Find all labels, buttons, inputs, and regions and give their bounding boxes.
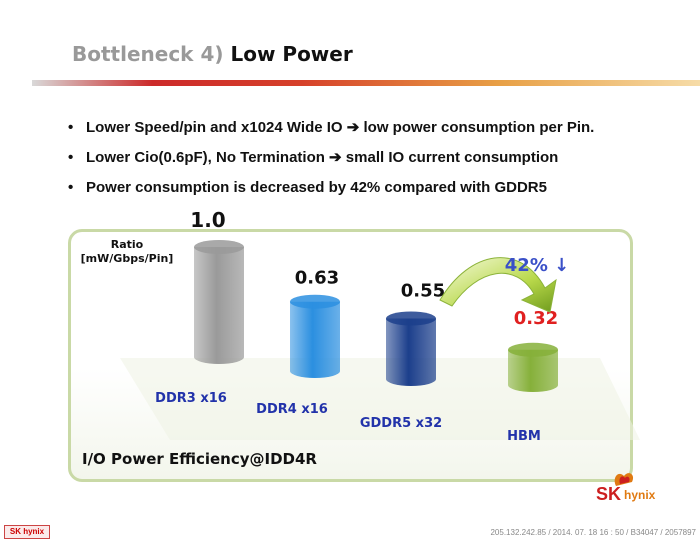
footer-stamp: 205.132.242.85 / 2014. 07. 18 16 : 50 / … [490,528,696,537]
value-label: 1.0 [190,208,225,232]
reduction-annotation: 42% ↓ [505,255,569,276]
bullet-item: • Lower Speed/pin and x1024 Wide IO ➔ low… [68,118,594,148]
slide-title: Bottleneck 4) Low Power [72,42,353,66]
bar [508,349,558,392]
category-label: DDR4 x16 [256,402,328,417]
category-label: GDDR5 x32 [360,416,442,431]
title-underline-bar [32,80,700,86]
value-label: 0.55 [401,281,445,302]
sk-hynix-logo: SK hynix [596,468,686,510]
bar [194,247,244,364]
bullet-text: Power consumption is decreased by 42% co… [86,179,547,196]
bar [290,301,340,378]
title-main: Low Power [230,42,353,66]
value-label: 0.63 [295,268,339,289]
category-label: DDR3 x16 [155,391,227,406]
title-prefix: Bottleneck 4) [72,42,224,66]
reduction-arrow [439,257,557,313]
footer-small-logo: SK hynix [4,525,50,539]
bar [386,318,436,386]
category-label: HBM [507,429,541,444]
bar-top [386,311,436,326]
bar-top [194,240,244,254]
brand-hynix: hynix [624,488,656,502]
y-axis-label: Ratio [111,238,144,251]
bullet-dot: • [68,179,74,196]
chart-caption: I/O Power Efficiency@IDD4R [82,450,317,468]
bullet-text: Lower Speed/pin and x1024 Wide IO ➔ low … [86,119,595,136]
bullet-text: Lower Cio(0.6pF), No Termination ➔ small… [86,149,559,166]
y-axis-label: [mW/Gbps/Pin] [81,252,174,265]
butterfly-icon [614,473,634,486]
bullet-dot: • [68,149,74,166]
value-label: 0.32 [514,308,558,329]
bar-top [508,342,558,357]
bullet-item: • Power consumption is decreased by 42% c… [68,178,594,208]
bullet-item: • Lower Cio(0.6pF), No Termination ➔ smal… [68,148,594,178]
bullet-list: • Lower Speed/pin and x1024 Wide IO ➔ low… [68,118,594,208]
bar-top [290,294,340,309]
brand-sk: SK [596,484,622,504]
bullet-dot: • [68,119,74,136]
